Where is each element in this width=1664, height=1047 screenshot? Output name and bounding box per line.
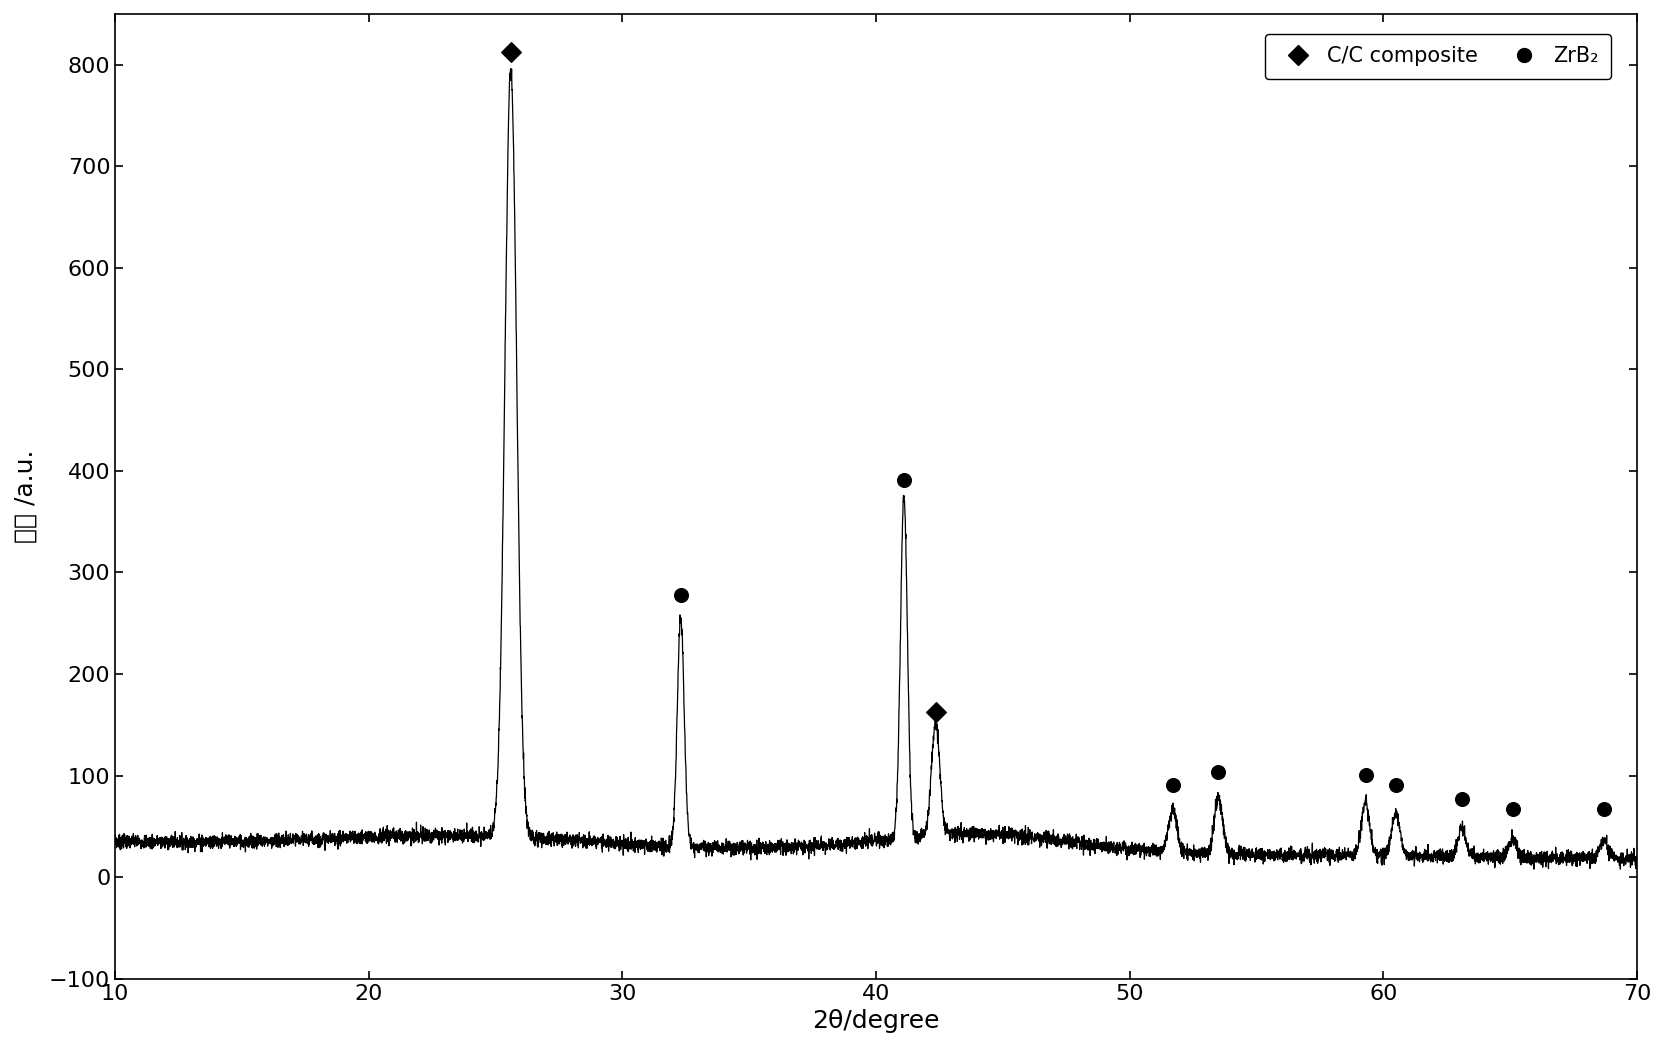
X-axis label: 2θ/degree: 2θ/degree — [812, 1009, 938, 1033]
Legend: C/C composite, ZrB₂: C/C composite, ZrB₂ — [1265, 34, 1611, 79]
Y-axis label: 强度 /a.u.: 强度 /a.u. — [13, 449, 38, 543]
